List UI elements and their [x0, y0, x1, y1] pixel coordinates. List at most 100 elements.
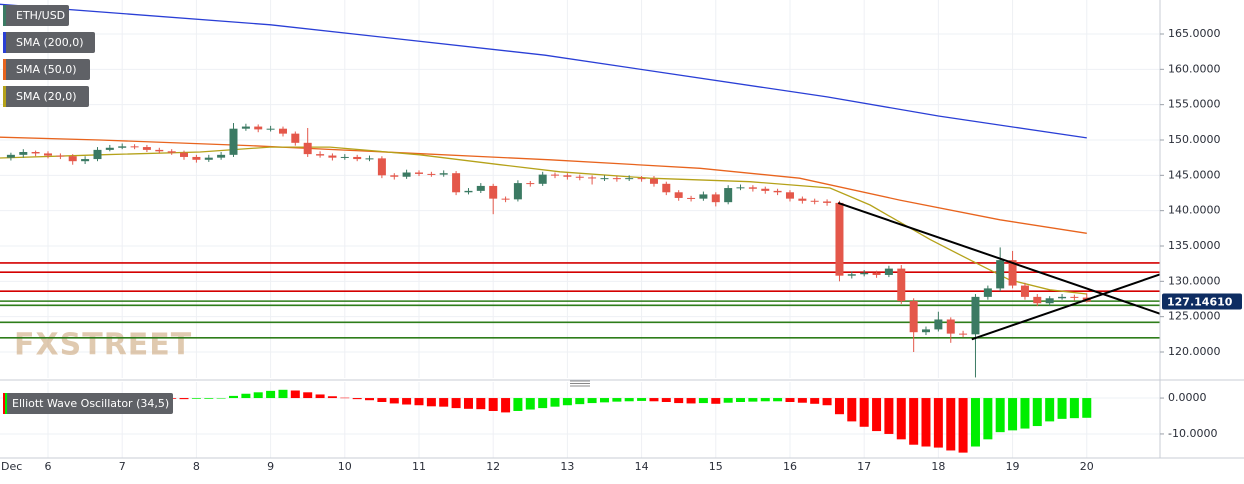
candle-body: [155, 149, 164, 152]
legend-text: Elliott Wave Oscillator (34,5): [12, 397, 169, 410]
legend-swatch: [3, 393, 5, 414]
candle-body: [81, 159, 90, 162]
oscillator-bar: [575, 398, 585, 405]
oscillator-bar: [686, 398, 696, 404]
candle-body: [588, 177, 597, 179]
oscillator-bar: [402, 398, 412, 405]
x-tick-label: 8: [193, 460, 200, 473]
oscillator-bar: [909, 398, 919, 445]
legend-item[interactable]: SMA (200,0): [3, 32, 95, 53]
y-tick-label: 165.0000: [1168, 27, 1221, 40]
oscillator-bar: [501, 398, 511, 413]
candle-body: [909, 301, 918, 333]
oscillator-bar: [290, 390, 300, 399]
oscillator-bar: [253, 392, 263, 399]
oscillator-bar: [315, 394, 325, 399]
candle-body: [662, 183, 671, 193]
y-tick-label: 155.0000: [1168, 98, 1221, 111]
oscillator-bar: [921, 398, 931, 447]
candle-body: [1045, 298, 1054, 304]
candle-body: [971, 296, 980, 335]
oscillator-bar: [933, 398, 943, 448]
candle-body: [68, 156, 77, 162]
candle-body: [414, 172, 423, 174]
candle-body: [600, 178, 609, 180]
legend-item[interactable]: ETH/USD: [3, 5, 69, 26]
candle-body: [983, 288, 992, 297]
x-tick-label: 16: [783, 460, 797, 473]
candle-body: [921, 329, 930, 333]
candle-body: [254, 126, 263, 130]
candle-body: [761, 188, 770, 191]
oscillator-bar: [1069, 398, 1079, 419]
x-tick-label: 18: [931, 460, 945, 473]
candle-body: [872, 272, 881, 275]
candle-body: [810, 200, 819, 202]
candle-body: [625, 178, 634, 180]
candle-body: [884, 268, 893, 275]
candle-body: [130, 146, 139, 148]
y-tick-label: 160.0000: [1168, 62, 1221, 75]
x-tick-label: 15: [709, 460, 723, 473]
legend-text: SMA (20,0): [16, 90, 77, 103]
separator-handle[interactable]: [570, 380, 590, 387]
oscillator-bar: [624, 398, 634, 402]
oscillator-bar: [822, 398, 832, 406]
candle-body: [847, 274, 856, 276]
oscillator-bar: [1082, 398, 1092, 418]
y-tick-label: 125.0000: [1168, 310, 1221, 323]
candle-body: [217, 154, 226, 158]
oscillator-bar: [451, 398, 461, 409]
candle-body: [229, 128, 238, 155]
candle-body: [711, 194, 720, 203]
legend-swatch: [3, 86, 6, 107]
last-price-box: [1162, 293, 1242, 310]
oscillator-bar: [735, 398, 745, 402]
candle-body: [699, 194, 708, 199]
last-price-label: 127.14610: [1167, 295, 1233, 308]
legend-item[interactable]: Elliott Wave Oscillator (34,5): [3, 393, 173, 414]
candle-body: [452, 173, 461, 193]
oscillator-bar: [426, 398, 436, 407]
oscillator-bar: [1008, 398, 1018, 431]
oscillator-bar: [463, 398, 473, 409]
candle-body: [674, 192, 683, 198]
candle-body: [526, 183, 535, 185]
legend-item[interactable]: SMA (20,0): [3, 86, 89, 107]
candle-body: [897, 268, 906, 302]
candle-body: [946, 319, 955, 334]
x-tick-label: 7: [119, 460, 126, 473]
candle-body: [1020, 285, 1029, 297]
legend-item[interactable]: SMA (50,0): [3, 59, 90, 80]
candle-body: [241, 126, 250, 129]
marks: [0, 3, 1161, 453]
oscillator-bar: [327, 396, 337, 399]
candle-body: [637, 178, 646, 180]
oscillator-bar: [872, 398, 882, 432]
oscillator-bar: [896, 398, 906, 440]
candle-body: [316, 154, 325, 156]
x-tick-label: 14: [635, 460, 649, 473]
legend-text: SMA (200,0): [16, 36, 84, 49]
oscillator-bar: [538, 398, 548, 409]
legend-box: [3, 59, 90, 80]
candle-body: [823, 201, 832, 203]
candle-body: [550, 174, 559, 176]
candle-body: [6, 154, 15, 158]
oscillator-bar: [723, 398, 733, 403]
oscillator-bar: [859, 398, 869, 427]
candle-body: [118, 146, 127, 148]
candle-body: [798, 198, 807, 201]
candle-body: [291, 133, 300, 143]
x-tick-label: 10: [338, 460, 352, 473]
candle-body: [1033, 296, 1042, 304]
oscillator-bar: [698, 398, 708, 404]
oscillator-bar: [278, 389, 288, 399]
x-tick-label: 19: [1006, 460, 1020, 473]
oscillator-bar: [958, 398, 968, 453]
oscillator-bar: [216, 398, 226, 399]
oscillator-bar: [674, 398, 684, 404]
legend-swatch: [3, 32, 6, 53]
oscillator-bar: [525, 398, 535, 410]
